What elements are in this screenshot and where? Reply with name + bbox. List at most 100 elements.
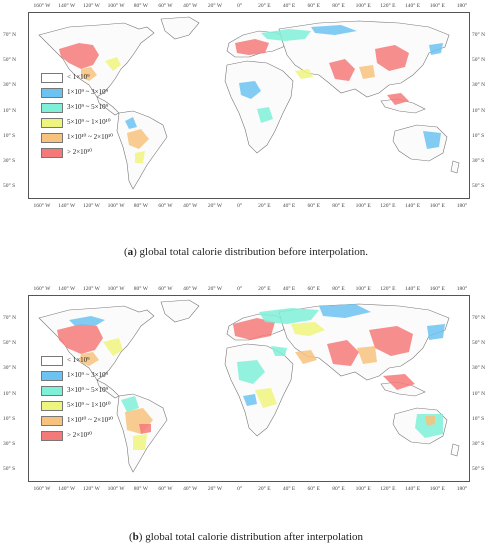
latitude-tick-label: 30° N <box>472 365 486 372</box>
latitude-tick-label: 50° N <box>3 57 17 64</box>
heat-region <box>59 43 99 69</box>
longitude-tick-label: 40° W <box>183 203 198 209</box>
longitude-tick-label: 180° <box>456 286 468 292</box>
latitude-tick-label: 70° N <box>472 315 486 321</box>
longitude-tick-label: 80° W <box>133 3 148 9</box>
latitude-tick-label: 10° S <box>3 132 16 139</box>
legend-item: 5×10⁹ ~ 1×10¹⁰ <box>41 399 151 414</box>
landmass-3 <box>116 110 168 190</box>
longitude-tick-label: 100° E <box>355 286 371 292</box>
longitude-tick-label: 40° W <box>183 286 198 292</box>
longitude-tick-label: 120° W <box>82 286 100 292</box>
landmass-1 <box>160 16 200 40</box>
longitude-tick-label: 80° E <box>332 3 345 9</box>
longitude-tick-label: 40° E <box>282 203 296 209</box>
longitude-tick-label: 60° W <box>158 203 173 209</box>
latitude-tick-label: 50° S <box>472 466 485 472</box>
legend-label: 1×10¹⁰ ~ 2×10¹⁰ <box>67 133 113 141</box>
longitude-tick-label: 0° <box>237 203 243 209</box>
longitude-tick-label: 180° <box>456 203 468 209</box>
longitude-tick-label: 20° E <box>258 3 271 9</box>
heat-region <box>295 69 313 79</box>
longitude-tick-label: 20° E <box>258 203 271 209</box>
latitude-tick-label: 10° N <box>472 390 486 397</box>
legend-item: > 2×10¹⁰ <box>41 429 151 444</box>
heat-region <box>79 352 99 366</box>
longitude-tick-label: 160° W <box>33 203 51 209</box>
latitude-tick-label: 10° N <box>3 107 17 114</box>
heat-region <box>423 131 441 149</box>
longitude-tick-label: 120° W <box>82 486 100 492</box>
heat-region <box>237 360 265 384</box>
legend-label: 5×10⁹ ~ 1×10¹⁰ <box>67 118 111 126</box>
longitude-tick-label: 40° E <box>282 286 296 292</box>
longitude-tick-label: 140° W <box>58 3 76 9</box>
legend-swatch <box>41 148 63 158</box>
heat-region <box>319 304 371 318</box>
map-panel-a: 160° W 140° W 120° W 100° W 80° W 60° W 40° W 2… <box>0 0 492 270</box>
legend-label: 3×10⁹ ~ 5×10⁹ <box>67 386 109 394</box>
latitude-tick-label: 10° N <box>3 390 17 397</box>
legend-item: 1×10⁹ ~ 3×10⁹ <box>41 369 151 384</box>
longitude-tick-label: 100° W <box>107 203 125 209</box>
longitude-tick-label: 40° W <box>183 3 198 9</box>
heat-region <box>357 346 377 364</box>
longitude-tick-label: 180° <box>456 3 468 9</box>
longitude-tick-label: 20° E <box>258 286 271 292</box>
longitude-tick-label: 100° W <box>107 286 125 292</box>
heat-region <box>387 93 409 105</box>
landmass-9 <box>450 443 460 457</box>
heat-region <box>259 308 319 324</box>
latitude-tick-label: 30° N <box>3 82 17 89</box>
heat-region <box>329 59 355 81</box>
landmass-9 <box>450 160 460 174</box>
caption-b: (b) global total calorie distribution af… <box>128 531 364 543</box>
heat-region <box>57 324 103 354</box>
latitude-tick-label: 50° S <box>3 466 16 472</box>
legend-label: > 2×10¹⁰ <box>67 148 93 156</box>
heat-region <box>139 424 151 434</box>
landmass-2 <box>96 96 120 116</box>
legend-item: < 1×10⁹ <box>41 354 151 369</box>
legend-label: > 2×10¹⁰ <box>67 431 93 439</box>
longitude-tick-label: 20° W <box>207 286 223 292</box>
longitude-tick-label: 140° E <box>404 3 421 9</box>
heat-region <box>105 57 121 71</box>
caption-letter: a <box>127 246 134 258</box>
longitude-tick-label: 40° E <box>282 3 296 9</box>
latitude-tick-label: 30° S <box>472 157 485 164</box>
calorie-heat-regions <box>59 25 443 163</box>
legend-swatch <box>41 103 63 113</box>
caption-text: global total calorie distribution before… <box>136 246 369 258</box>
longitude-tick-label: 0° <box>237 286 243 292</box>
world-map-a: < 1×10⁹ 1×10⁹ ~ 3×10⁹ 3×10⁹ ~ 5×10⁹ 5×10⁹ ~… <box>28 12 470 199</box>
latitude-tick-label: 50° N <box>472 57 486 64</box>
longitude-tick-label: 160° E <box>429 486 445 492</box>
heat-region <box>369 326 413 356</box>
latitude-tick-label: 70° N <box>472 32 486 38</box>
longitude-tick-label: 100° E <box>355 486 371 492</box>
heat-region <box>239 81 261 99</box>
legend-swatch <box>41 416 63 426</box>
longitude-tick-label: 140° W <box>58 203 76 209</box>
heat-region <box>359 65 375 79</box>
heat-region <box>133 434 147 450</box>
longitude-tick-label: 100° W <box>107 486 125 492</box>
longitude-tick-label: 60° E <box>307 286 320 292</box>
latitude-tick-label: 50° S <box>472 183 485 189</box>
longitude-tick-label: 80° W <box>133 286 148 292</box>
longitude-tick-label: 140° E <box>404 203 421 209</box>
heat-region <box>103 338 123 356</box>
legend-swatch <box>41 88 63 98</box>
longitude-tick-label: 0° <box>237 3 243 9</box>
landmass-2 <box>96 379 120 399</box>
heat-region <box>295 350 317 364</box>
legend-label: < 1×10⁹ <box>67 356 90 364</box>
latitude-tick-label: 30° S <box>472 440 485 447</box>
legend-a: < 1×10⁹ 1×10⁹ ~ 3×10⁹ 3×10⁹ ~ 5×10⁹ 5×10⁹ ~… <box>41 71 151 161</box>
longitude-tick-label: 120° E <box>380 286 396 292</box>
legend-swatch <box>41 401 63 411</box>
legend-swatch <box>41 431 63 441</box>
landmass-0 <box>38 22 155 98</box>
longitude-tick-label: 80° E <box>332 203 345 209</box>
